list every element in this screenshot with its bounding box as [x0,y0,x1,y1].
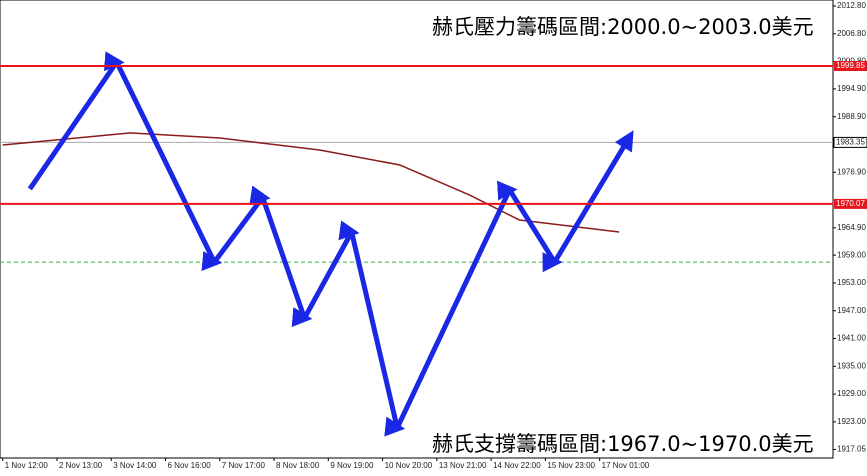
trend-arrow [27,51,634,437]
x-tick-label: 13 Nov 21:00 [439,461,487,470]
level-label-bg [834,198,867,209]
x-tick-label: 1 Nov 12:00 [5,461,49,470]
annotation: 赫氏壓力籌碼區間:2000.0~2003.0美元 [432,15,814,39]
y-tick-label: 1964.90 [837,223,866,232]
price-label-bg [833,136,867,148]
y-tick-label: 1935.00 [837,361,866,370]
y-tick-label: 1953.00 [837,278,866,287]
x-tick-label: 15 Nov 23:00 [547,461,595,470]
y-tick-label: 2006.80 [837,29,866,38]
y-tick-label: 1947.00 [837,306,866,315]
level-label-bg [834,60,867,71]
y-tick-label: 1917.05 [837,445,866,454]
annotation: 赫氏支撐籌碼區間:1967.0~1970.0美元 [432,432,814,456]
x-tick-label: 6 Nov 16:00 [168,461,212,470]
y-tick-label: 1923.00 [837,417,866,426]
x-tick-label: 9 Nov 19:00 [330,461,374,470]
x-tick-label: 7 Nov 17:00 [222,461,266,470]
y-tick-label: 1994.90 [837,84,866,93]
x-tick-label: 3 Nov 14:00 [113,461,157,470]
y-tick-label: 1976.90 [837,167,866,176]
x-tick-label: 8 Nov 18:00 [276,461,320,470]
level-label: 1970.07 [836,199,865,208]
y-tick-label: 1959.00 [837,250,866,259]
x-tick-label: 2 Nov 13:00 [59,461,103,470]
price-label: 1983.35 [836,138,865,147]
x-tick-label: 10 Nov 20:00 [385,461,433,470]
level-label: 1999.85 [836,61,865,70]
y-tick-label: 2012.80 [837,1,866,10]
x-tick-label: 14 Nov 22:00 [493,461,541,470]
y-tick-label: 1941.00 [837,334,866,343]
x-tick-label: 17 Nov 01:00 [602,461,650,470]
y-tick-label: 1988.90 [837,112,866,121]
y-tick-label: 1929.00 [837,389,866,398]
